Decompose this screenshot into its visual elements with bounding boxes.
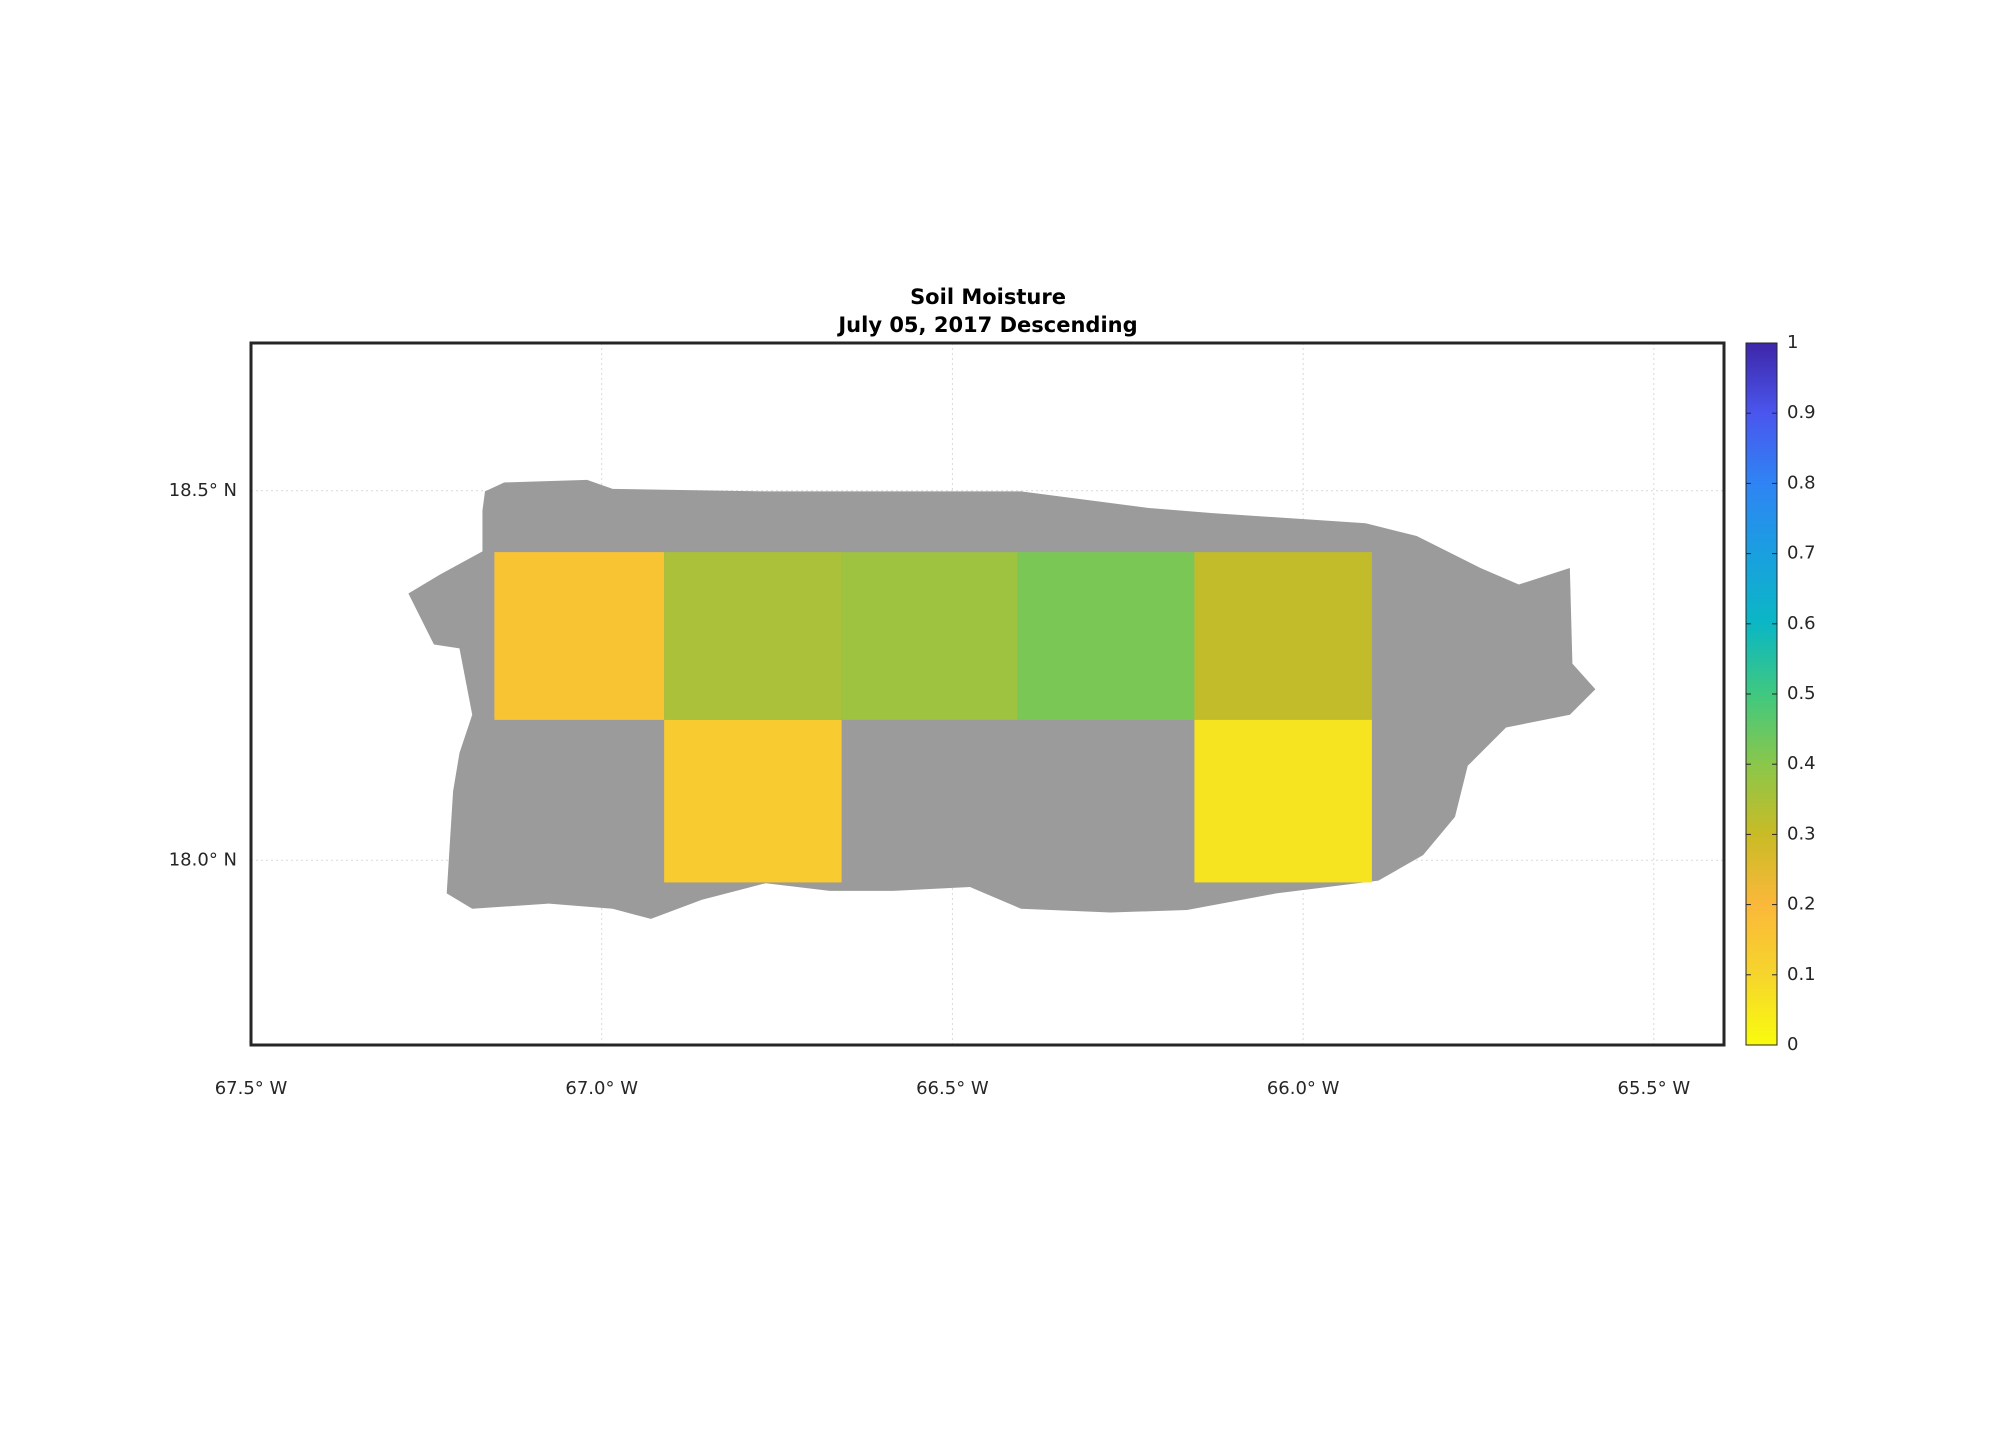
y-tick-label: 18.0° N bbox=[169, 849, 237, 870]
x-tick-label: 65.5° W bbox=[1618, 1078, 1691, 1099]
y-tick-label: 18.5° N bbox=[169, 480, 237, 501]
colorbar-tick-label: 0.5 bbox=[1787, 683, 1816, 704]
x-tick-label: 66.5° W bbox=[916, 1078, 989, 1099]
colorbar-tick-label: 0 bbox=[1787, 1034, 1798, 1055]
cell bbox=[664, 719, 842, 883]
cell bbox=[494, 552, 665, 720]
colorbar-tick-label: 0.4 bbox=[1787, 753, 1816, 774]
colorbar-tick-label: 0.1 bbox=[1787, 964, 1816, 985]
chart-title: Soil Moisture bbox=[910, 285, 1066, 309]
x-tick-label: 67.0° W bbox=[565, 1078, 638, 1099]
chart-subtitle: July 05, 2017 Descending bbox=[836, 313, 1137, 337]
colorbar-tick-label: 0.3 bbox=[1787, 823, 1816, 844]
x-tick-label: 66.0° W bbox=[1267, 1078, 1340, 1099]
colorbar-tick-label: 0.7 bbox=[1787, 543, 1816, 564]
colorbar-tick-label: 0.9 bbox=[1787, 402, 1816, 423]
cell bbox=[1194, 552, 1372, 720]
colorbar-tick-label: 1 bbox=[1787, 332, 1798, 353]
cell bbox=[1194, 719, 1372, 883]
colorbar-tick-label: 0.8 bbox=[1787, 472, 1816, 493]
cell bbox=[841, 552, 1018, 720]
colorbar-tick-label: 0.2 bbox=[1787, 894, 1816, 915]
x-tick-label: 67.5° W bbox=[215, 1078, 288, 1099]
plot-frame bbox=[249, 341, 1726, 1047]
cell bbox=[664, 552, 842, 720]
cell bbox=[1017, 552, 1195, 720]
colorbar-tick-label: 0.6 bbox=[1787, 613, 1816, 634]
